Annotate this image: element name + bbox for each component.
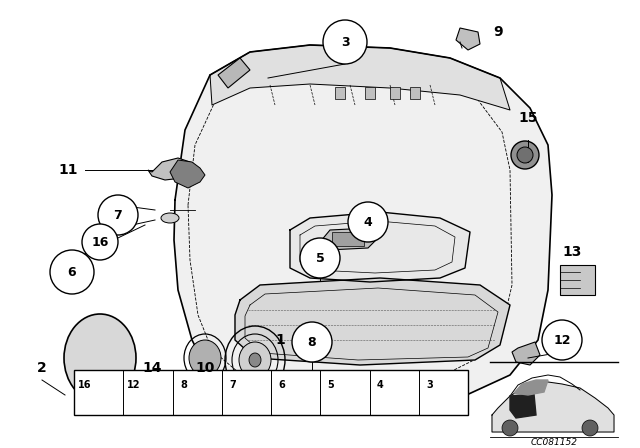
Text: 16: 16 bbox=[92, 236, 109, 249]
Circle shape bbox=[323, 20, 367, 64]
Circle shape bbox=[300, 238, 340, 278]
Bar bbox=[365, 87, 375, 99]
Text: 15: 15 bbox=[518, 111, 538, 125]
Ellipse shape bbox=[239, 342, 271, 378]
Bar bbox=[390, 87, 400, 99]
Text: 3: 3 bbox=[426, 380, 433, 390]
Circle shape bbox=[502, 420, 518, 436]
Circle shape bbox=[582, 420, 598, 436]
Bar bbox=[332, 232, 364, 246]
Text: 3: 3 bbox=[340, 35, 349, 48]
Ellipse shape bbox=[64, 314, 136, 402]
Polygon shape bbox=[290, 212, 470, 282]
Bar bbox=[560, 265, 595, 295]
Text: 14: 14 bbox=[142, 361, 162, 375]
Text: 4: 4 bbox=[377, 380, 384, 390]
Circle shape bbox=[511, 141, 539, 169]
Text: 8: 8 bbox=[180, 380, 187, 390]
Text: 16: 16 bbox=[78, 380, 92, 390]
Circle shape bbox=[517, 147, 533, 163]
Polygon shape bbox=[514, 380, 548, 395]
Text: 5: 5 bbox=[316, 251, 324, 264]
Text: 10: 10 bbox=[195, 361, 214, 375]
Polygon shape bbox=[510, 394, 536, 418]
Polygon shape bbox=[174, 45, 552, 408]
Bar bbox=[74, 370, 468, 415]
Circle shape bbox=[82, 224, 118, 260]
Text: 7: 7 bbox=[229, 380, 236, 390]
Text: 6: 6 bbox=[68, 266, 76, 279]
Polygon shape bbox=[170, 160, 205, 188]
Text: 6: 6 bbox=[278, 380, 285, 390]
Ellipse shape bbox=[161, 213, 179, 223]
Polygon shape bbox=[512, 342, 540, 365]
Polygon shape bbox=[492, 382, 614, 432]
Bar bbox=[410, 87, 420, 99]
Text: 9: 9 bbox=[493, 25, 503, 39]
Polygon shape bbox=[210, 45, 510, 110]
Ellipse shape bbox=[249, 353, 261, 367]
Text: 12: 12 bbox=[553, 333, 571, 346]
Circle shape bbox=[542, 320, 582, 360]
Polygon shape bbox=[320, 228, 378, 250]
Text: 1: 1 bbox=[275, 333, 285, 347]
Text: 2: 2 bbox=[37, 361, 47, 375]
Circle shape bbox=[348, 202, 388, 242]
Circle shape bbox=[292, 322, 332, 362]
Polygon shape bbox=[148, 158, 192, 180]
Text: CC081152: CC081152 bbox=[531, 438, 577, 447]
Polygon shape bbox=[235, 278, 510, 365]
Text: 12: 12 bbox=[127, 380, 141, 390]
Circle shape bbox=[98, 195, 138, 235]
Text: 7: 7 bbox=[114, 208, 122, 221]
Circle shape bbox=[50, 250, 94, 294]
Text: 13: 13 bbox=[563, 245, 582, 259]
Text: 11: 11 bbox=[58, 163, 77, 177]
Polygon shape bbox=[456, 28, 480, 50]
Text: 4: 4 bbox=[364, 215, 372, 228]
Ellipse shape bbox=[189, 340, 221, 376]
Text: 5: 5 bbox=[328, 380, 335, 390]
Polygon shape bbox=[218, 58, 250, 88]
Text: 8: 8 bbox=[308, 336, 316, 349]
Bar bbox=[335, 87, 345, 99]
